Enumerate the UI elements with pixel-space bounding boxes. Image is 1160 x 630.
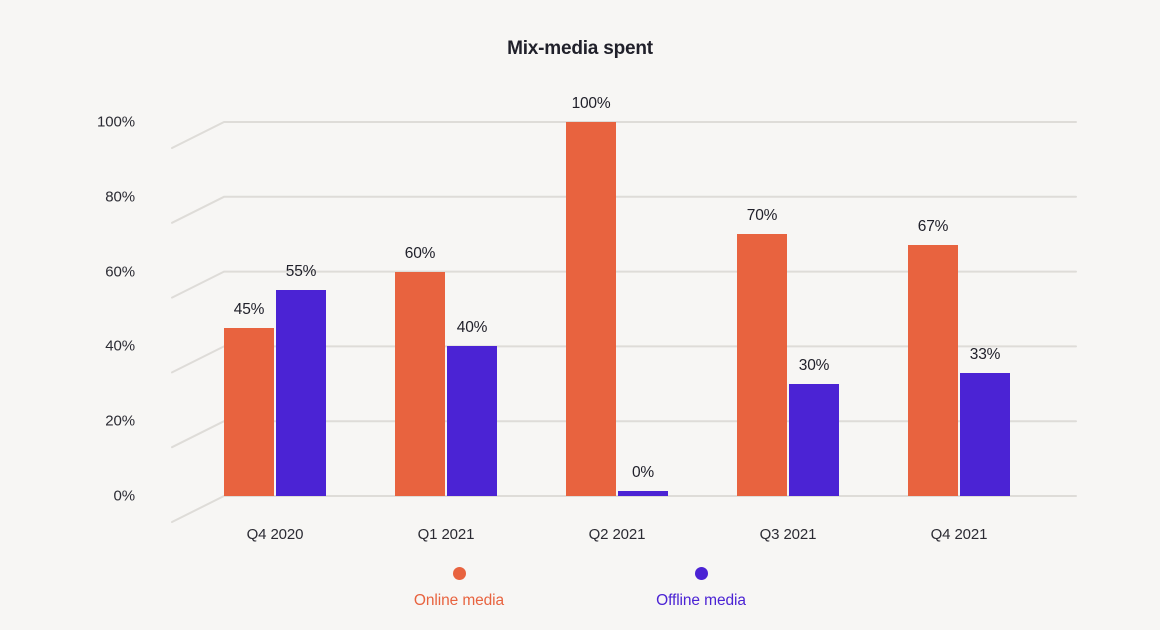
bar-value-label: 30% (798, 356, 830, 374)
bar-offline[interactable] (789, 383, 839, 496)
legend-label: Offline media (656, 592, 746, 609)
legend-item-online[interactable]: Online media (349, 567, 569, 610)
bar-value-label: 67% (917, 218, 949, 236)
legend-dot-icon (694, 567, 708, 580)
gridline (171, 495, 1077, 523)
bar-online[interactable] (908, 245, 958, 496)
y-axis-tick-label: 100% (97, 113, 135, 131)
bar-value-label: 40% (456, 319, 488, 337)
legend-dot-icon (452, 567, 466, 580)
bar-value-label: 55% (285, 263, 317, 281)
bar-value-label: 33% (969, 345, 1001, 363)
bar-online[interactable] (395, 271, 445, 496)
y-axis-tick-label: 0% (113, 487, 136, 505)
bar-online[interactable] (737, 234, 787, 496)
x-axis-tick-label: Q2 2021 (588, 526, 646, 543)
chart-title: Mix-media spent (507, 38, 653, 59)
bar-value-label: 60% (404, 244, 436, 262)
bar-offline[interactable] (618, 491, 668, 496)
x-axis-tick-label: Q4 2021 (930, 526, 988, 543)
y-axis-tick-label: 80% (105, 188, 135, 206)
bar-online[interactable] (224, 327, 274, 496)
bar-offline[interactable] (447, 346, 497, 496)
y-axis-tick-label: 60% (105, 263, 135, 281)
x-axis-tick-label: Q3 2021 (759, 526, 817, 543)
y-axis-tick-label: 20% (105, 412, 135, 430)
gridline (171, 121, 1077, 149)
legend-label: Online media (413, 592, 505, 609)
x-axis-tick-label: Q4 2020 (246, 526, 304, 543)
bar-offline[interactable] (276, 290, 326, 496)
legend-item-offline[interactable]: Offline media (591, 567, 811, 610)
bar-online[interactable] (566, 122, 616, 496)
bar-offline[interactable] (960, 372, 1010, 496)
bar-value-label: 0% (631, 464, 654, 481)
x-axis-tick-label: Q1 2021 (417, 526, 475, 543)
bar-value-label: 70% (746, 207, 778, 225)
bar-value-label: 45% (233, 300, 265, 318)
bar-value-label: 100% (571, 95, 611, 112)
y-axis-tick-label: 40% (105, 337, 135, 355)
